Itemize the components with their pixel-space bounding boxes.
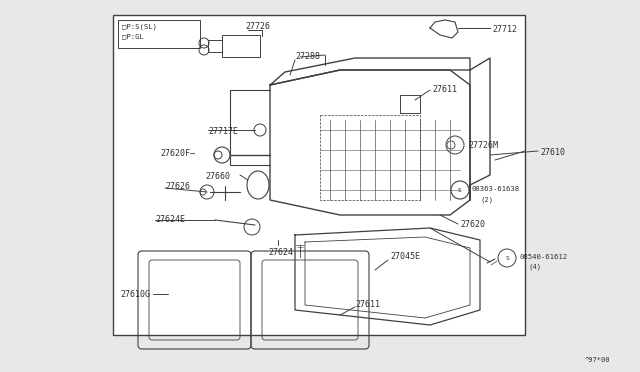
Bar [113, 15, 525, 335]
Text: 27611: 27611 [432, 85, 457, 94]
Text: (2): (2) [480, 196, 493, 202]
Text: □P:GL: □P:GL [122, 33, 144, 39]
Text: ^97*00: ^97*00 [584, 357, 610, 363]
Text: 27660: 27660 [205, 172, 230, 181]
Text: 27624E: 27624E [155, 215, 185, 224]
Text: 27045E: 27045E [390, 252, 420, 261]
Text: 27610: 27610 [540, 148, 565, 157]
Text: 27610G: 27610G [120, 290, 150, 299]
Bar [222, 35, 260, 57]
Bar [118, 20, 200, 48]
Text: 27611: 27611 [355, 300, 380, 309]
Text: 08540-61612: 08540-61612 [520, 254, 568, 260]
Text: 27288: 27288 [295, 52, 320, 61]
Text: 27626: 27626 [165, 182, 190, 191]
Text: 27620: 27620 [460, 220, 485, 229]
Text: 27620F—: 27620F— [160, 149, 195, 158]
Text: 27726M: 27726M [468, 141, 498, 150]
Text: S: S [458, 187, 462, 192]
Text: (4): (4) [528, 264, 541, 270]
Bar [400, 95, 420, 113]
Text: 27726: 27726 [245, 22, 270, 31]
Bar [208, 40, 222, 52]
Text: □P:S(SL): □P:S(SL) [122, 23, 157, 29]
Text: 27712: 27712 [492, 25, 517, 34]
Text: 08363-61638: 08363-61638 [472, 186, 520, 192]
Text: 27717E: 27717E [208, 127, 238, 136]
Text: 27624: 27624 [268, 248, 293, 257]
Text: S: S [505, 256, 509, 260]
